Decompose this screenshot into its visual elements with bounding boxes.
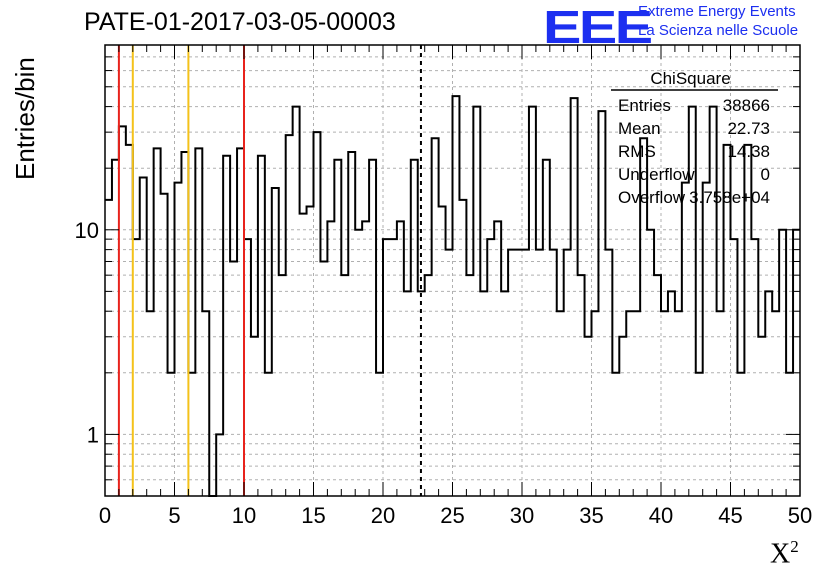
- stats-label: Overflow: [618, 188, 686, 207]
- y-tick-label: 1: [87, 422, 99, 447]
- eee-logo-line1: Extreme Energy Events: [638, 3, 796, 20]
- stats-box-title: ChiSquare: [650, 69, 730, 88]
- stats-value: 0: [761, 165, 770, 184]
- stats-value: 3.758e+04: [689, 188, 770, 207]
- stats-label: Entries: [618, 96, 671, 115]
- stats-label: RMS: [618, 142, 656, 161]
- eee-logo-line2: La Scienza nelle Scuole: [638, 22, 799, 39]
- y-tick-label: 10: [75, 218, 99, 243]
- x-tick-label: 30: [510, 503, 534, 528]
- x-tick-label: 50: [788, 503, 812, 528]
- stats-label: Mean: [618, 119, 661, 138]
- x-tick-label: 15: [301, 503, 325, 528]
- x-tick-label: 25: [440, 503, 464, 528]
- x-tick-label: 0: [99, 503, 111, 528]
- x-tick-label: 35: [579, 503, 603, 528]
- stats-value: 38866: [723, 96, 770, 115]
- x-tick-label: 40: [649, 503, 673, 528]
- stats-value: 22.73: [727, 119, 770, 138]
- chart-title: PATE-01-2017-03-05-00003: [84, 8, 396, 36]
- x-axis-label: X2: [770, 537, 799, 570]
- x-tick-label: 45: [718, 503, 742, 528]
- histogram-series: [105, 95, 800, 497]
- x-tick-label: 20: [371, 503, 395, 528]
- stats-value: 14.38: [727, 142, 770, 161]
- x-tick-label: 5: [168, 503, 180, 528]
- x-tick-label: 10: [232, 503, 256, 528]
- stats-label: Underflow: [618, 165, 695, 184]
